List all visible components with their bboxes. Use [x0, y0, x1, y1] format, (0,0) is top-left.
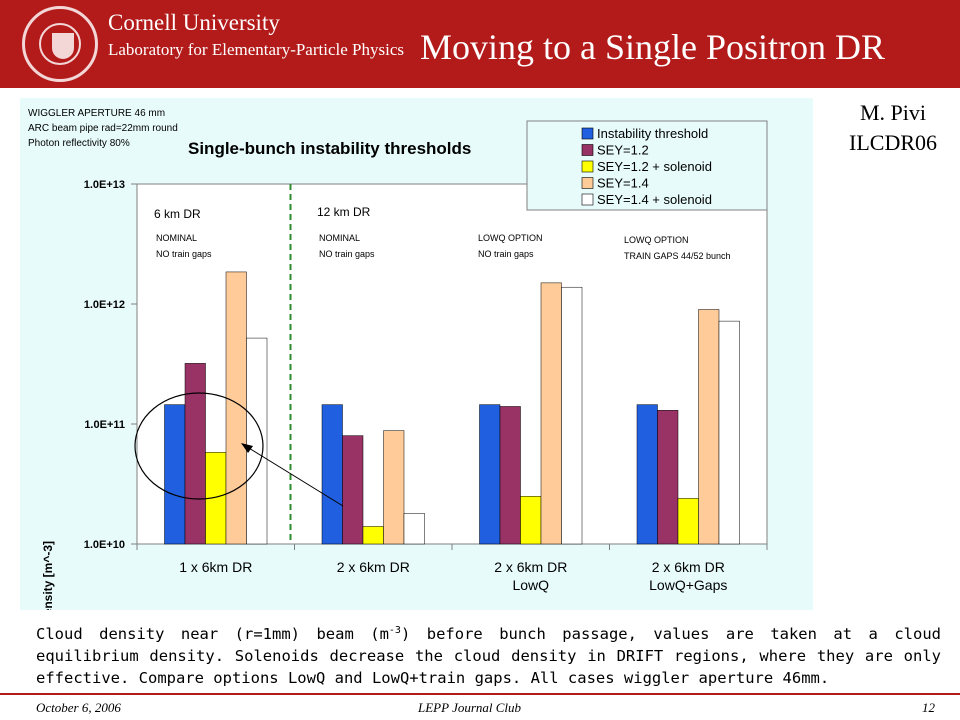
legend-box	[526, 120, 768, 211]
group-annotation: NOMINAL	[156, 233, 197, 243]
x-category-label: LowQ+Gaps	[649, 577, 727, 593]
chart-note-1: WIGGLER APERTURE 46 mm	[28, 108, 165, 119]
chart-title: Single-bunch instability thresholds	[188, 139, 471, 158]
caption-text-pre: Cloud density near (r=1mm) beam (m	[36, 625, 389, 644]
header-bar: Cornell University Laboratory for Elemen…	[0, 0, 960, 88]
bar	[698, 309, 720, 545]
footer-rule	[0, 693, 960, 695]
footer-date: October 6, 2006	[36, 700, 121, 715]
annotation-arrow	[243, 444, 344, 507]
bar	[321, 404, 343, 545]
y-tick-label: 1.0E+12	[84, 299, 125, 311]
group-annotation: NO train gaps	[156, 249, 212, 259]
group-annotation: LOWQ OPTION	[624, 235, 689, 245]
group-annotation: TRAIN GAPS 44/52 bunch	[624, 251, 731, 261]
legend-swatch	[581, 144, 594, 156]
bar	[636, 404, 658, 545]
university-name: Cornell University	[108, 10, 280, 35]
legend-entry: Instability threshold	[597, 126, 708, 141]
divider-label-right: 12 km DR	[317, 205, 371, 219]
arrow-head-icon	[241, 443, 253, 453]
bar	[677, 498, 699, 545]
group-annotation: NO train gaps	[319, 249, 375, 259]
footer-center: LEPP Journal Club	[418, 700, 522, 715]
group-annotation: NO train gaps	[478, 249, 534, 259]
legend-entry: SEY=1.2 + solenoid	[597, 159, 712, 174]
highlight-circle	[134, 392, 264, 500]
x-category-label: 2 x 6km DR	[652, 559, 725, 575]
legend-swatch	[581, 177, 594, 189]
author-name: M. Pivi	[859, 100, 927, 125]
bar	[342, 435, 364, 545]
event-name: ILCDR06	[849, 130, 937, 155]
author-block: M. Pivi ILCDR06	[826, 98, 960, 158]
y-tick-label: 1.0E+11	[84, 419, 125, 431]
divider-label-left: 6 km DR	[154, 207, 201, 221]
bar	[540, 282, 562, 545]
bar	[362, 526, 384, 545]
chart-note-2: ARC beam pipe rad=22mm round	[28, 123, 178, 134]
bar	[246, 337, 268, 545]
legend-entry: SEY=1.4	[597, 176, 649, 191]
bar	[718, 320, 740, 545]
bar	[164, 404, 186, 545]
x-category-label: 2 x 6km DR	[337, 559, 410, 575]
bar	[383, 430, 405, 545]
group-annotation: NOMINAL	[319, 233, 360, 243]
chart-note-3: Photon reflectivity 80%	[28, 138, 130, 149]
bar	[520, 495, 542, 545]
x-category-label: 1 x 6km DR	[179, 559, 252, 575]
legend-swatch	[581, 160, 594, 173]
legend-swatch	[581, 127, 594, 140]
caption: Cloud density near (r=1mm) beam (m-3) be…	[36, 620, 941, 689]
bar	[657, 410, 679, 545]
x-category-label: 2 x 6km DR	[494, 559, 567, 575]
y-tick-label: 1.0E+13	[84, 179, 125, 191]
cornell-seal-icon	[22, 6, 98, 82]
caption-superscript: -3	[388, 625, 401, 636]
legend-entry: SEY=1.4 + solenoid	[597, 192, 712, 207]
x-category-label: LowQ	[512, 577, 549, 593]
caption-text-post: ) before bunch passage, values are taken…	[36, 625, 941, 688]
bar	[184, 363, 206, 545]
group-annotation: LOWQ OPTION	[478, 233, 543, 243]
instability-chart: WIGGLER APERTURE 46 mm ARC beam pipe rad…	[20, 98, 813, 610]
bar	[479, 404, 501, 545]
lab-name: Laboratory for Elementary-Particle Physi…	[108, 40, 404, 59]
bar	[561, 286, 583, 545]
y-tick-label: 1.0E+10	[84, 539, 125, 551]
bar	[403, 513, 425, 545]
footer-page: 12	[922, 700, 935, 715]
legend-entry: SEY=1.2	[597, 143, 649, 158]
y-axis-label: cloud density [m^-3]	[41, 541, 55, 610]
bar	[499, 406, 521, 545]
slide-title: Moving to a Single Positron DR	[420, 27, 886, 67]
legend-swatch	[581, 193, 594, 206]
